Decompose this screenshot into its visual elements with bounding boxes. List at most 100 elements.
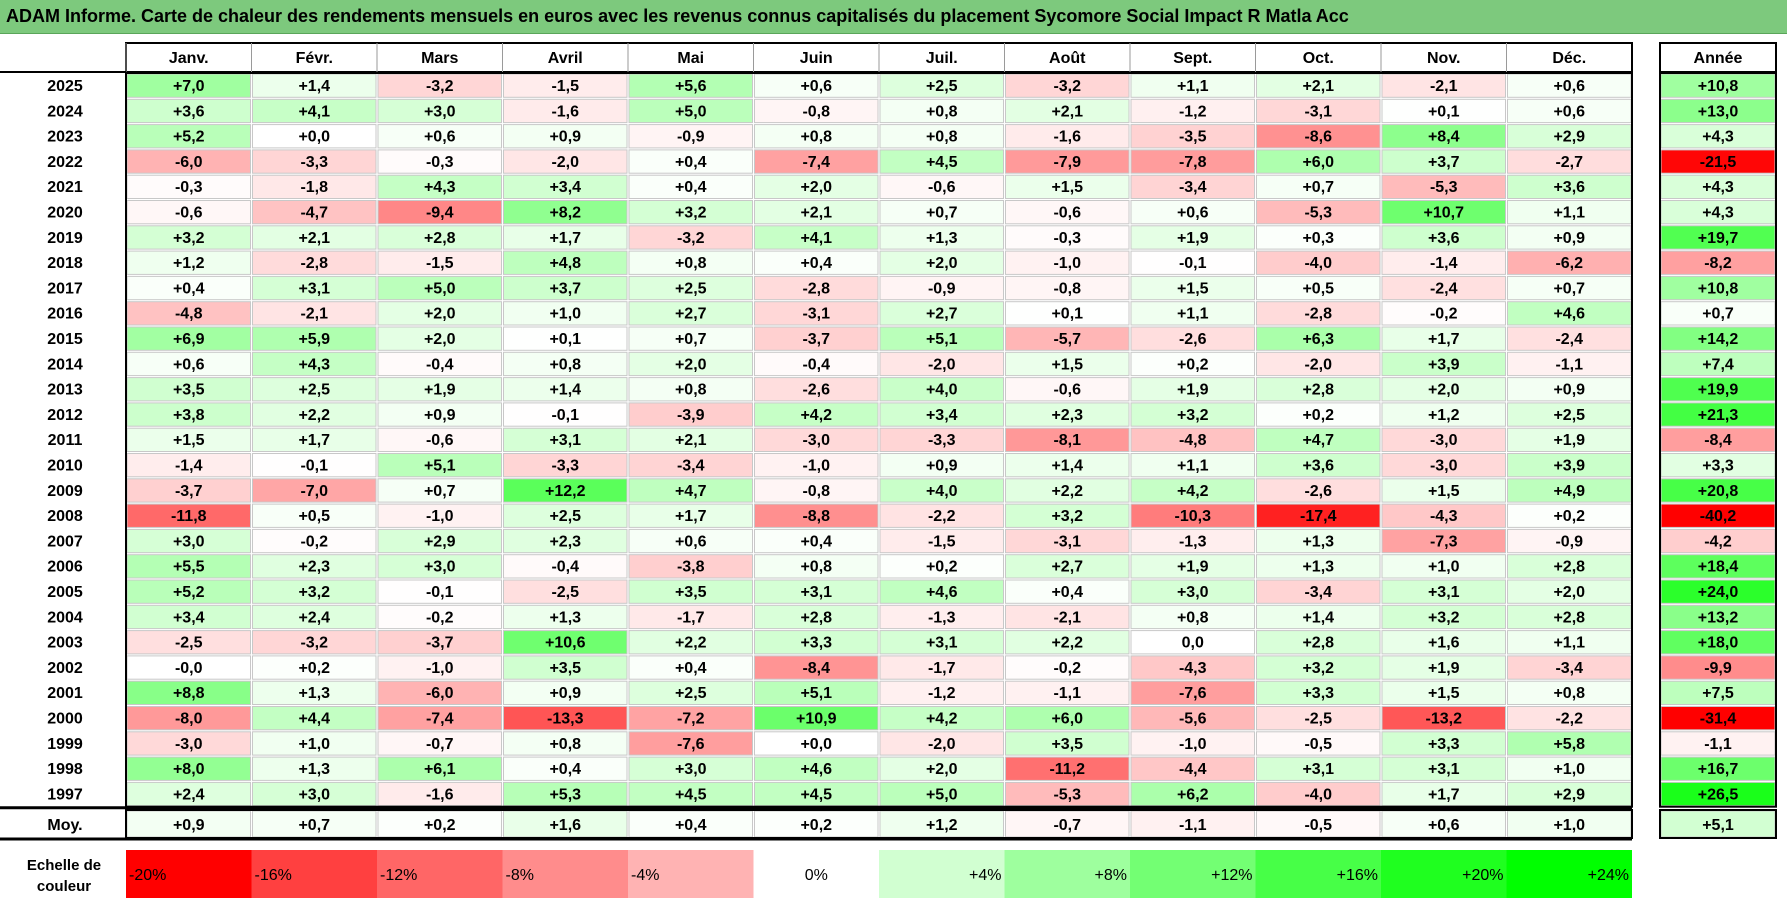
cell-value: +3,1	[1428, 584, 1460, 601]
cell-value: -1,2	[1179, 103, 1207, 120]
cell-value: -3,4	[1555, 660, 1583, 677]
heatmap-cell	[1005, 402, 1130, 427]
average-value: -0,7	[1053, 817, 1081, 834]
cell-value: +1,5	[1177, 280, 1209, 297]
heatmap-cell	[1005, 453, 1130, 478]
cell-value: +2,2	[298, 407, 330, 424]
cell-value: -3,7	[802, 331, 830, 348]
annual-value: -9,9	[1704, 660, 1732, 677]
cell-value: +5,2	[173, 129, 205, 146]
heatmap-cell	[503, 478, 628, 503]
cell-value: +0,6	[675, 533, 707, 550]
cell-value: +2,8	[1553, 559, 1585, 576]
cell-value: +1,5	[1051, 179, 1083, 196]
color-scale-swatch	[377, 850, 503, 898]
cell-value: -11,8	[171, 508, 207, 525]
cell-value: -0,3	[426, 154, 454, 171]
cell-value: -2,6	[1179, 331, 1207, 348]
cell-value: +6,0	[1302, 154, 1334, 171]
cell-value: +2,8	[1302, 635, 1334, 652]
color-scale-stop: 0%	[805, 867, 828, 884]
cell-value: +0,4	[1051, 584, 1083, 601]
heatmap-cell	[628, 351, 753, 377]
color-scale-stop: -8%	[506, 867, 534, 884]
heatmap-cell	[1130, 402, 1255, 427]
heatmap-cell	[503, 301, 628, 326]
heatmap-cell	[628, 174, 753, 199]
cell-value: +3,5	[173, 382, 205, 399]
heatmap-cell	[754, 706, 879, 731]
cell-value: +1,0	[1428, 559, 1460, 576]
cell-value: +0,4	[800, 255, 832, 272]
cell-value: +8,0	[173, 761, 205, 778]
heatmap-cell	[503, 604, 628, 630]
heatmap-cell	[252, 275, 377, 301]
cell-value: -1,4	[175, 458, 203, 475]
cell-value: +1,9	[424, 382, 456, 399]
column-header-11: Nov.	[1427, 50, 1460, 67]
cell-value: +2,8	[1553, 609, 1585, 626]
average-value: +0,2	[800, 817, 832, 834]
heatmap-cell	[628, 326, 753, 351]
cell-value: +0,8	[549, 356, 581, 373]
heatmap-cell	[879, 604, 1004, 630]
heatmap-cell	[1381, 427, 1506, 453]
heatmap-cell	[252, 301, 377, 326]
row-label-2009: 2009	[47, 483, 83, 500]
cell-value: +7,0	[173, 78, 205, 95]
cell-value: +2,1	[1302, 78, 1334, 95]
cell-value: +3,0	[424, 103, 456, 120]
heatmap-cell	[754, 604, 879, 630]
cell-value: -3,8	[677, 559, 705, 576]
heatmap-cell	[1381, 98, 1506, 124]
cell-value: +2,5	[675, 280, 707, 297]
cell-value: -0,9	[677, 129, 705, 146]
cell-value: +0,0	[298, 129, 330, 146]
heatmap-cell	[1381, 275, 1506, 301]
cell-value: +0,0	[800, 736, 832, 753]
annual-value: -4,2	[1704, 533, 1732, 550]
heatmap-cell	[1256, 149, 1381, 174]
heatmap-cell	[879, 680, 1004, 706]
annual-value: +10,8	[1698, 280, 1739, 297]
heatmap-cell	[1005, 174, 1130, 199]
heatmap-cell	[628, 756, 753, 781]
cell-value: -13,2	[1426, 711, 1463, 728]
average-value: +0,4	[675, 817, 707, 834]
cell-value: -0,6	[426, 432, 454, 449]
heatmap-cell	[1130, 604, 1255, 630]
cell-value: +2,0	[675, 356, 707, 373]
cell-value: -17,4	[1300, 508, 1337, 525]
average-annual-frame	[1659, 809, 1777, 839]
cell-value: +5,0	[424, 280, 456, 297]
heatmap-cell	[879, 98, 1004, 124]
heatmap-cell	[628, 655, 753, 680]
average-value: +0,6	[1428, 817, 1460, 834]
cell-value: +2,1	[675, 432, 707, 449]
cell-value: +0,7	[424, 483, 456, 500]
color-scale-stop: +8%	[1095, 867, 1127, 884]
cell-value: +4,8	[549, 255, 581, 272]
heatmap-cell	[1130, 149, 1255, 174]
cell-value: +0,1	[1051, 306, 1083, 323]
heatmap-cell	[252, 503, 377, 528]
heatmap-cell	[377, 706, 502, 731]
cell-value: -2,0	[1304, 356, 1332, 373]
heatmap-cell	[1130, 275, 1255, 301]
heatmap-cell	[628, 301, 753, 326]
cell-value: +1,7	[1428, 786, 1460, 803]
cell-value: +5,0	[675, 103, 707, 120]
cell-value: +3,3	[1428, 736, 1460, 753]
color-scale-swatch	[1004, 850, 1130, 898]
heatmap-cell	[1256, 680, 1381, 706]
heatmap-cell	[1381, 124, 1506, 149]
cell-value: -3,1	[1053, 533, 1081, 550]
color-scale-stop: +20%	[1462, 867, 1503, 884]
color-scale-swatch	[251, 850, 377, 898]
cell-value: -7,6	[1179, 685, 1207, 702]
cell-value: -1,0	[426, 508, 454, 525]
cell-value: +5,1	[800, 685, 832, 702]
color-scale-stop: -4%	[631, 867, 659, 884]
cell-value: +1,0	[298, 736, 330, 753]
row-label-2003: 2003	[47, 635, 83, 652]
